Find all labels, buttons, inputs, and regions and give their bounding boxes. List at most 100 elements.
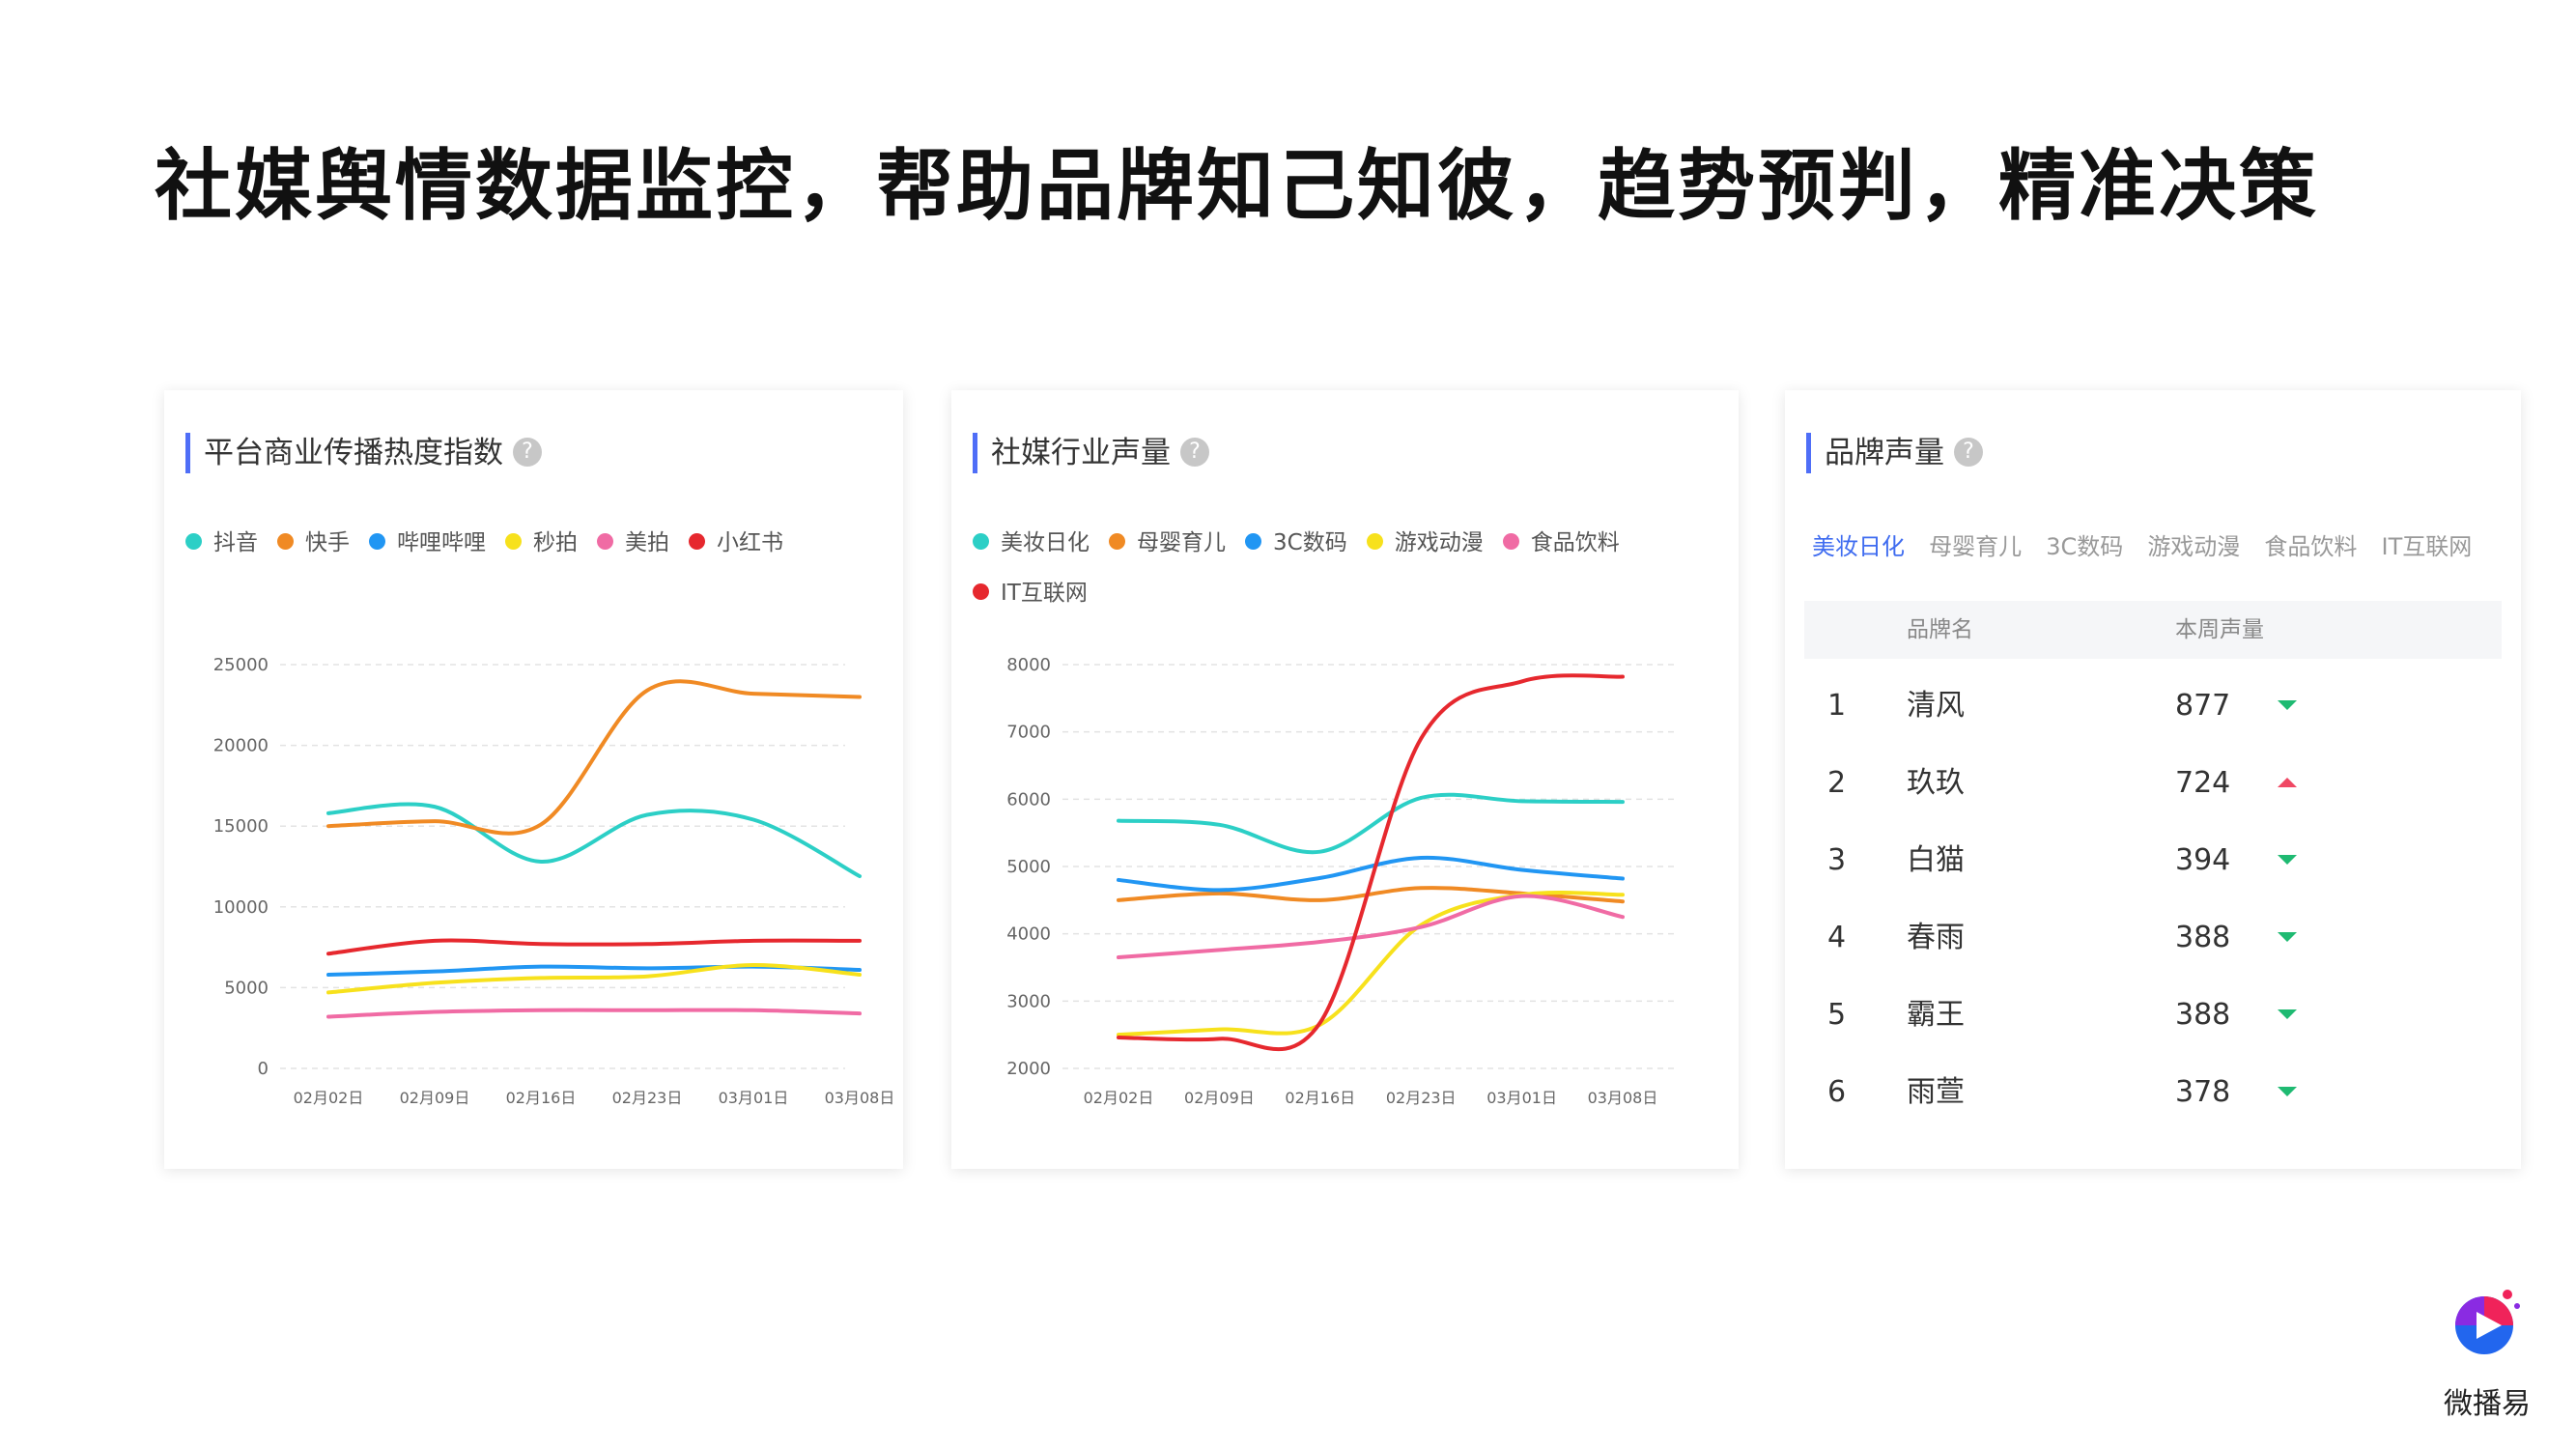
- brand-volume-card: 品牌声量? 美妆日化 母婴育儿 3C数码 游戏动漫 食品饮料 IT互联网 品牌名…: [1785, 390, 2521, 1169]
- rank-number: 5: [1827, 998, 1847, 1032]
- legend-label: 哔哩哔哩: [397, 530, 486, 555]
- legend-label: 秒拍: [533, 530, 578, 555]
- legend-item[interactable]: 小红书: [689, 524, 783, 556]
- series-line: [1117, 792, 1625, 855]
- volume-value: 388: [2175, 921, 2231, 954]
- legend-label: IT互联网: [1001, 581, 1088, 606]
- help-icon[interactable]: ?: [1180, 437, 1209, 467]
- legend-item[interactable]: 秒拍: [505, 524, 578, 556]
- column-header-volume: 本周声量: [2175, 617, 2264, 642]
- industry-tabs: 美妆日化 母婴育儿 3C数码 游戏动漫 食品饮料 IT互联网: [1812, 527, 2491, 561]
- volume-value: 877: [2175, 689, 2231, 723]
- legend-dot-icon: [973, 533, 989, 550]
- y-tick-label: 15000: [213, 816, 269, 837]
- card-title: 平台商业传播热度指数?: [185, 433, 542, 473]
- table-header: 品牌名 本周声量: [1804, 601, 2502, 659]
- legend-item[interactable]: 抖音: [185, 524, 258, 556]
- x-tick-label: 02月23日: [612, 1089, 683, 1107]
- y-tick-label: 20000: [213, 736, 269, 756]
- x-tick-label: 02月09日: [1184, 1089, 1255, 1107]
- tab-industry[interactable]: 游戏动漫: [2147, 533, 2241, 560]
- y-tick-label: 4000: [1006, 924, 1051, 945]
- table-row: 6 雨萱 378: [1804, 1054, 2502, 1131]
- legend-dot-icon: [597, 533, 613, 550]
- platform-heat-chart: 0 5000 10000 15000 20000 25000 02月02日 02月09日 02月…: [213, 655, 895, 1107]
- legend-item[interactable]: 母婴育儿: [1109, 524, 1226, 556]
- trend-down-icon: [2278, 899, 2297, 977]
- industry-volume-chart: 2000 3000 4000 5000 6000 7000 8000 02月02日 02月09日…: [1006, 655, 1676, 1107]
- y-tick-label: 5000: [1006, 857, 1051, 877]
- brand-name: 清风: [1907, 689, 1965, 723]
- legend-label: 游戏动漫: [1394, 530, 1484, 555]
- legend-item[interactable]: 游戏动漫: [1366, 524, 1484, 556]
- rank-number: 2: [1827, 766, 1847, 800]
- legend-item[interactable]: 食品饮料: [1502, 524, 1620, 556]
- legend-label: 美妆日化: [1001, 530, 1090, 555]
- legend-dot-icon: [1502, 533, 1519, 550]
- brand-logo: 微播易: [2434, 1273, 2540, 1428]
- legend-item[interactable]: 美妆日化: [973, 524, 1090, 556]
- table-row: 5 霸王 388: [1804, 977, 2502, 1054]
- legend-dot-icon: [1245, 533, 1261, 550]
- rank-number: 4: [1827, 921, 1847, 954]
- legend-label: 抖音: [213, 530, 258, 555]
- x-tick-label: 02月23日: [1386, 1089, 1457, 1107]
- x-tick-label: 03月08日: [1588, 1089, 1658, 1107]
- trend-down-icon: [2278, 668, 2297, 745]
- legend-dot-icon: [505, 533, 522, 550]
- platform-heat-card: 平台商业传播热度指数? 抖音 快手 哔哩哔哩 秒拍 美拍 小红书 0 5000 10000 15…: [164, 390, 903, 1169]
- legend-item[interactable]: IT互联网: [973, 574, 1088, 607]
- volume-value: 394: [2175, 843, 2231, 877]
- brand-name: 玖玖: [1907, 766, 1965, 800]
- y-tick-label: 0: [258, 1059, 269, 1079]
- y-tick-label: 10000: [213, 897, 269, 918]
- legend-item[interactable]: 哔哩哔哩: [369, 524, 486, 556]
- y-tick-label: 6000: [1006, 789, 1051, 810]
- series-line: [326, 1008, 862, 1019]
- legend-item[interactable]: 美拍: [597, 524, 669, 556]
- y-tick-label: 2000: [1006, 1059, 1051, 1079]
- tab-industry[interactable]: IT互联网: [2381, 533, 2473, 560]
- legend-dot-icon: [369, 533, 385, 550]
- trend-down-icon: [2278, 1054, 2297, 1131]
- legend-label: 母婴育儿: [1137, 530, 1226, 555]
- card-title-text: 平台商业传播热度指数: [204, 436, 503, 470]
- table-row: 4 春雨 388: [1804, 899, 2502, 977]
- volume-value: 378: [2175, 1075, 2231, 1109]
- rank-number: 6: [1827, 1075, 1847, 1109]
- tab-industry[interactable]: 美妆日化: [1812, 533, 1905, 560]
- trend-down-icon: [2278, 822, 2297, 899]
- brand-name: 霸王: [1907, 998, 1965, 1032]
- x-tick-label: 02月09日: [400, 1089, 470, 1107]
- series-line: [326, 938, 862, 956]
- series-line: [1117, 855, 1625, 893]
- legend-dot-icon: [689, 533, 705, 550]
- brand-name: 白猫: [1907, 843, 1965, 877]
- tab-industry[interactable]: 母婴育儿: [1929, 533, 2023, 560]
- legend-dot-icon: [277, 533, 294, 550]
- tab-industry[interactable]: 食品饮料: [2264, 533, 2358, 560]
- help-icon[interactable]: ?: [513, 437, 542, 467]
- legend-item[interactable]: 快手: [277, 524, 350, 556]
- brand-name: 春雨: [1907, 921, 1965, 954]
- page-headline: 社媒舆情数据监控，帮助品牌知己知彼，趋势预判，精准决策: [155, 141, 2319, 231]
- legend-label: 3C数码: [1273, 530, 1347, 555]
- play-logo-icon: [2455, 1290, 2520, 1354]
- card-title: 品牌声量?: [1806, 433, 1983, 473]
- table-row: 3 白猫 394: [1804, 822, 2502, 899]
- legend-dot-icon: [185, 533, 202, 550]
- card-title-text: 社媒行业声量: [991, 436, 1171, 470]
- y-tick-label: 3000: [1006, 991, 1051, 1011]
- x-tick-label: 02月02日: [1084, 1089, 1154, 1107]
- tab-industry[interactable]: 3C数码: [2046, 533, 2124, 560]
- series-line: [1117, 673, 1625, 1052]
- legend-dot-icon: [1109, 533, 1125, 550]
- legend-item[interactable]: 3C数码: [1245, 524, 1347, 556]
- x-tick-label: 03月01日: [719, 1089, 789, 1107]
- x-tick-label: 03月08日: [825, 1089, 895, 1107]
- rank-number: 1: [1827, 689, 1847, 723]
- help-icon[interactable]: ?: [1954, 437, 1983, 467]
- series-line: [326, 802, 862, 879]
- trend-up-icon: [2278, 745, 2297, 822]
- column-header-brand: 品牌名: [1907, 617, 1973, 642]
